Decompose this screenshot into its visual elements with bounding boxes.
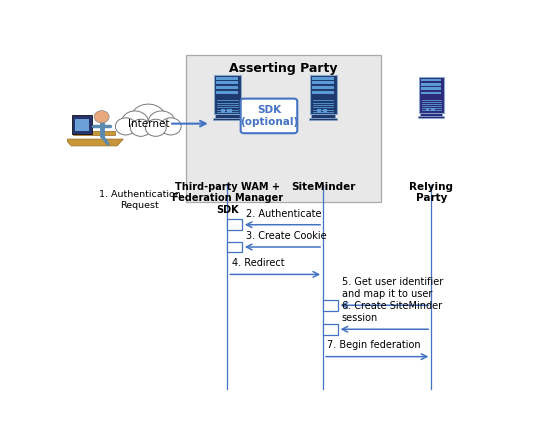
Polygon shape [312,91,334,94]
Circle shape [161,118,181,135]
Polygon shape [421,83,441,86]
Polygon shape [420,113,442,116]
Polygon shape [323,109,327,113]
Circle shape [94,111,109,123]
Polygon shape [421,92,441,94]
Text: Relying
Party: Relying Party [409,182,453,203]
Polygon shape [421,87,441,90]
Polygon shape [214,75,241,114]
Circle shape [122,111,148,133]
Text: 6. Create SiteMinder
session: 6. Create SiteMinder session [342,301,442,323]
Polygon shape [221,109,226,113]
Polygon shape [418,116,444,117]
Text: 1. Authentication
Request: 1. Authentication Request [99,190,181,210]
Polygon shape [312,81,334,85]
FancyBboxPatch shape [323,324,338,335]
Polygon shape [311,114,335,118]
Text: Third-party WAM +
Federation Manager
SDK: Third-party WAM + Federation Manager SDK [172,182,283,215]
Polygon shape [216,77,238,80]
Polygon shape [317,109,321,113]
FancyBboxPatch shape [227,219,242,230]
FancyBboxPatch shape [72,115,92,134]
Polygon shape [216,86,238,89]
FancyBboxPatch shape [241,99,297,133]
Polygon shape [213,118,242,120]
Circle shape [146,119,166,136]
Polygon shape [228,109,231,113]
Text: SDK
(optional): SDK (optional) [240,105,298,127]
Text: 4. Redirect: 4. Redirect [231,258,284,268]
Text: SiteMinder: SiteMinder [291,182,355,192]
Polygon shape [309,75,337,114]
Text: 7. Begin federation: 7. Begin federation [327,340,421,351]
FancyBboxPatch shape [75,119,89,131]
Polygon shape [426,108,430,111]
FancyBboxPatch shape [323,300,338,311]
Circle shape [130,119,151,136]
FancyBboxPatch shape [186,55,381,202]
Polygon shape [431,108,435,111]
Polygon shape [216,91,238,94]
Polygon shape [65,139,124,146]
Polygon shape [419,77,444,113]
Polygon shape [312,77,334,80]
Polygon shape [215,114,240,118]
Polygon shape [312,86,334,89]
Circle shape [115,118,136,135]
Circle shape [148,111,175,133]
Text: 5. Get user identifier
and map it to user: 5. Get user identifier and map it to use… [342,278,443,299]
FancyBboxPatch shape [227,242,242,252]
Text: Internet: Internet [127,119,169,129]
Polygon shape [421,79,441,81]
Polygon shape [72,131,115,134]
Text: 2. Authenticate: 2. Authenticate [246,209,322,218]
Polygon shape [216,81,238,85]
Text: 3. Create Cookie: 3. Create Cookie [246,231,326,241]
Polygon shape [309,118,337,120]
Circle shape [131,104,166,133]
Text: Asserting Party: Asserting Party [229,62,338,75]
